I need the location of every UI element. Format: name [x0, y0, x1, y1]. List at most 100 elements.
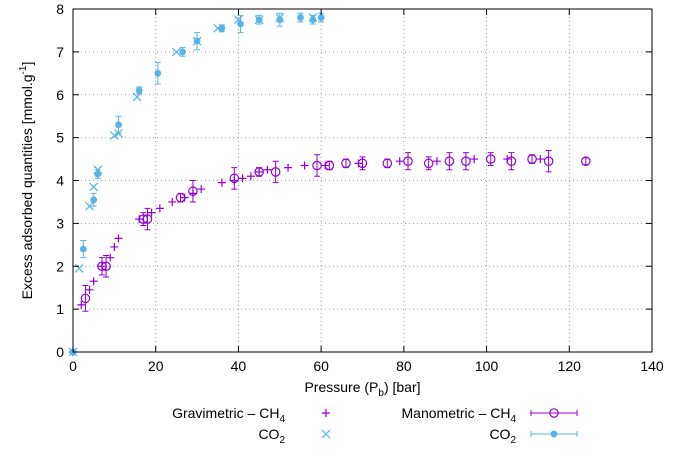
data-point [297, 14, 304, 21]
x-tick-label: 140 [640, 358, 664, 374]
data-point [110, 242, 119, 251]
y-tick-label: 0 [56, 344, 64, 360]
data-point [270, 167, 281, 177]
y-tick-label: 4 [56, 173, 64, 189]
error-bar [189, 180, 196, 203]
legend-marker-manometric-ch4-line [530, 410, 578, 416]
x-tick-label: 0 [69, 358, 77, 374]
data-point [444, 156, 455, 167]
data-point [168, 197, 177, 206]
data-point [276, 16, 284, 24]
legend-marker-gravimetric-co2 [321, 429, 331, 439]
error-bar [144, 207, 151, 231]
x-tick-label: 20 [148, 358, 164, 374]
data-point [229, 173, 240, 184]
y-tick-label: 5 [56, 130, 64, 146]
error-bar [582, 157, 589, 166]
data-point [90, 196, 98, 204]
legend-manometric-co2-label: CO2 [489, 426, 516, 446]
y-tick-label: 8 [56, 1, 64, 17]
data-point [543, 156, 554, 167]
data-point [77, 300, 86, 309]
data-point [109, 131, 119, 140]
error-bar [103, 255, 110, 278]
error-bar [404, 152, 411, 171]
data-point [324, 160, 335, 171]
y-tick-label: 6 [56, 87, 64, 103]
legend-marker-manometric-co2 [550, 430, 558, 438]
data-point [300, 161, 309, 170]
error-bar [508, 152, 515, 171]
data-point [395, 157, 404, 166]
error-bar [446, 152, 453, 171]
data-point [217, 178, 226, 187]
data-point [238, 174, 247, 183]
legend-gravimetric-ch4-label: Gravimetric – CH4 [172, 405, 285, 425]
data-point [382, 158, 393, 169]
grid-lines [73, 9, 652, 352]
y-tick-label: 7 [56, 44, 64, 60]
data-point [197, 185, 206, 194]
error-bar [462, 152, 469, 171]
data-point [89, 182, 99, 192]
data-point [115, 121, 122, 129]
data-point [312, 160, 322, 171]
axis-ticks: 0 20 40 60 80 100 120 140 0 1 2 3 4 5 6 7 8 [56, 1, 664, 374]
data-point [175, 192, 186, 203]
data-point [309, 16, 317, 24]
data-point [237, 20, 244, 28]
data-point [85, 285, 94, 294]
data-point [470, 155, 479, 164]
y-tick-label: 3 [56, 215, 64, 231]
series-grav_ch4 [69, 155, 545, 356]
data-point [193, 37, 201, 45]
data-point [485, 154, 496, 164]
data-point [246, 172, 255, 181]
data-point [461, 156, 471, 167]
y-tick-label: 1 [56, 301, 64, 317]
data-point [432, 157, 441, 166]
data-point [179, 48, 186, 56]
data-point [255, 16, 263, 24]
legend-marker-manometric-ch4 [549, 408, 559, 418]
data-point [101, 261, 111, 272]
data-point [581, 156, 591, 167]
data-point [506, 156, 517, 167]
data-point [188, 186, 198, 197]
data-point [85, 201, 94, 211]
data-point [142, 214, 153, 224]
x-tick-label: 100 [475, 358, 499, 374]
series-mano_co2 [69, 12, 325, 356]
data-point [284, 163, 293, 172]
x-tick-label: 120 [558, 358, 582, 374]
data-point [94, 170, 102, 178]
data-point [171, 47, 181, 57]
error-bar [272, 160, 279, 184]
data-point [357, 158, 368, 169]
data-point [80, 293, 91, 304]
data-point [263, 165, 272, 174]
legend-gravimetric-co2-label: CO2 [258, 426, 285, 446]
data-point [341, 158, 351, 169]
data-point [536, 155, 545, 164]
x-tick-label: 40 [231, 358, 247, 374]
error-bar [314, 154, 321, 177]
legend-marker-gravimetric-ch4 [322, 409, 330, 417]
data-point [423, 158, 434, 169]
y-tick-label: 2 [56, 258, 64, 274]
x-axis-label: Pressure (Pb) [bar] [304, 379, 420, 399]
data-point [79, 245, 87, 253]
data-point [254, 167, 264, 177]
data-point [74, 263, 84, 273]
legend: Gravimetric – CH4 CO2 Manometric – CH4 C… [172, 405, 578, 446]
plot-area [68, 12, 591, 357]
data-point [155, 204, 164, 213]
y-axis-label: Excess adsorbed quantities [mmol.g-1] [18, 62, 35, 300]
error-bar [231, 167, 238, 190]
series-mano_ch4 [80, 149, 591, 312]
data-point [218, 24, 226, 32]
legend-manometric-ch4-label: Manometric – CH4 [402, 405, 517, 425]
data-point [114, 234, 123, 243]
data-point [154, 69, 162, 77]
